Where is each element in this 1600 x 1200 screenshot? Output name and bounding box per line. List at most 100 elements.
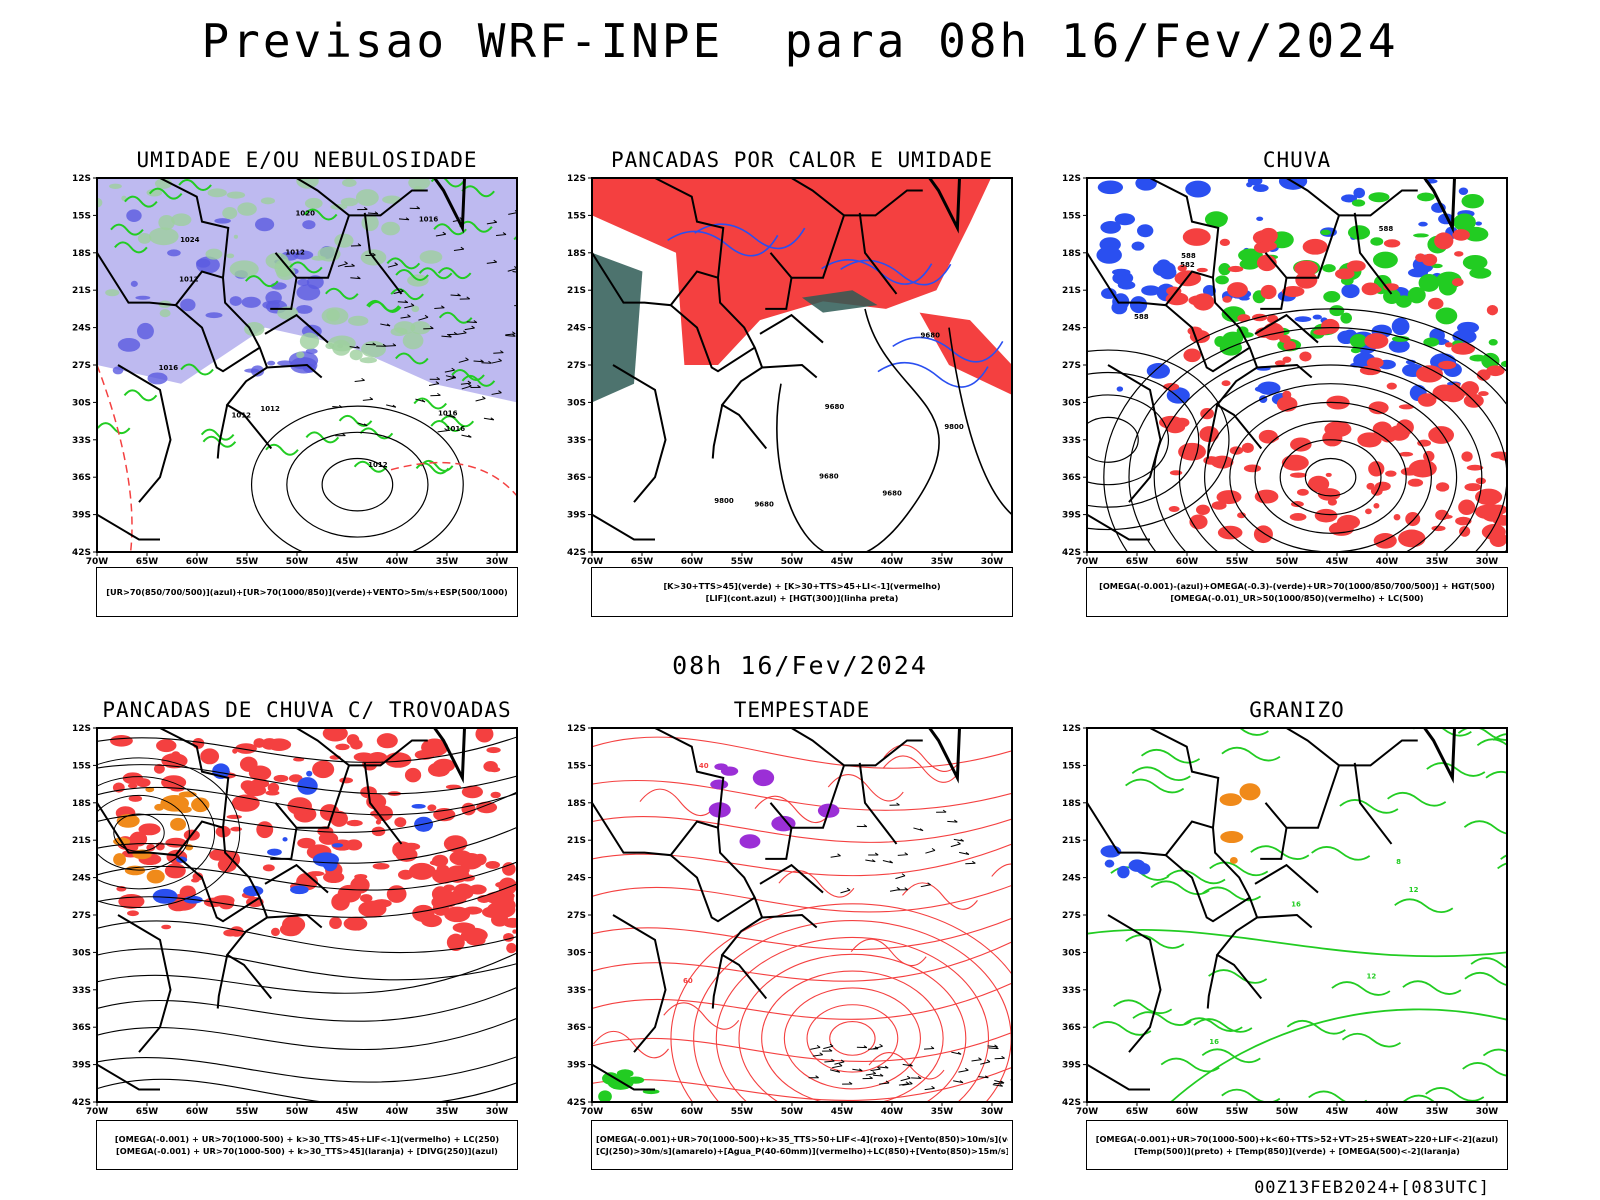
field-cell xyxy=(164,863,186,879)
field-cell xyxy=(1373,503,1380,509)
temperature-850-contour xyxy=(1208,969,1268,984)
field-cell xyxy=(476,801,498,814)
streamline xyxy=(592,816,1012,843)
humidity-contour xyxy=(461,374,496,387)
wind-vector-head xyxy=(374,211,379,215)
field-cell xyxy=(205,248,223,260)
field-cell xyxy=(1385,470,1397,477)
wind-vector xyxy=(367,212,378,215)
temperature-850-contour xyxy=(1201,1048,1261,1064)
lat-tick-label: 27S xyxy=(72,911,91,921)
field-cell xyxy=(421,738,449,757)
field-cell xyxy=(1163,382,1180,391)
field-cell xyxy=(196,258,211,268)
field-cell xyxy=(1239,783,1261,801)
wind-vector-head xyxy=(467,434,472,438)
precipitable-water-contour xyxy=(639,788,716,816)
field-cell xyxy=(1219,238,1230,247)
lat-tick-label: 33S xyxy=(72,436,91,446)
legend-line: [OMEGA(-0.01)_UR>50(1000/850)(vermelho) … xyxy=(1170,593,1424,603)
wind-vector-head xyxy=(442,231,447,235)
contour-label: 588 xyxy=(1379,225,1394,233)
streamline xyxy=(97,764,517,795)
border-line xyxy=(670,304,756,373)
wind-vector-head xyxy=(437,392,441,396)
humidity-contour xyxy=(451,369,485,382)
field-cell xyxy=(126,209,142,222)
wind-vector-head xyxy=(512,333,516,337)
lon-tick-label: 30W xyxy=(1476,1107,1499,1117)
field-cell xyxy=(207,188,227,198)
lon-tick-label: 30W xyxy=(1476,557,1499,567)
field-cell xyxy=(307,871,325,877)
temperature-850-contour xyxy=(1131,766,1191,781)
field-cell xyxy=(205,312,223,319)
wind-vector xyxy=(872,1045,883,1050)
border-line xyxy=(1107,914,1162,1053)
wind-vector-head xyxy=(836,1069,841,1073)
border-line xyxy=(363,762,403,845)
contour-label: 60 xyxy=(683,977,693,985)
lon-tick-label: 60W xyxy=(1176,1107,1199,1117)
field-cell xyxy=(486,747,501,754)
wind-vector xyxy=(824,1060,835,1063)
field-cell xyxy=(1466,464,1484,471)
wind-vector-head xyxy=(815,1075,819,1079)
border-line xyxy=(175,304,261,373)
field-cell xyxy=(466,934,486,946)
field-cell xyxy=(1374,259,1391,267)
field-cell xyxy=(1398,451,1414,457)
temperature-850-contour xyxy=(1500,854,1507,860)
lat-tick-label: 42S xyxy=(72,548,91,558)
wind-vector xyxy=(920,884,931,888)
field-cell xyxy=(1481,352,1500,369)
temperature-850-contour xyxy=(1125,778,1185,794)
field-cell xyxy=(1478,391,1489,397)
temperature-850-contour xyxy=(1286,1019,1346,1035)
map-panel-umidade: 1012 1016 1016 1016 1012 1012 1020 1024 1016 1012… xyxy=(72,174,518,567)
streamline xyxy=(97,861,517,891)
lat-tick-label: 27S xyxy=(567,361,586,371)
border-line xyxy=(612,364,667,503)
field-cell xyxy=(1227,282,1248,298)
lat-tick-label: 42S xyxy=(567,548,586,558)
field-cell xyxy=(293,250,314,260)
wind-vector xyxy=(453,248,464,252)
field-cell xyxy=(146,188,163,197)
wind-vector-head xyxy=(344,261,348,264)
lon-tick-label: 50W xyxy=(781,1107,804,1117)
lat-tick-label: 30S xyxy=(1062,398,1081,408)
humidity-contour xyxy=(437,267,472,280)
border-line xyxy=(765,277,793,310)
contour-line xyxy=(1279,439,1382,516)
wind-vector xyxy=(491,360,502,364)
forecast-time-caption: 08h 16/Fev/2024 xyxy=(672,651,928,680)
field-cell xyxy=(1218,263,1231,276)
lon-tick-label: 35W xyxy=(436,557,459,567)
lat-tick-label: 12S xyxy=(1062,724,1081,734)
field-cell xyxy=(233,234,238,239)
contour-line xyxy=(1087,349,1230,531)
streamline xyxy=(592,884,1012,913)
wind-vector xyxy=(923,1048,935,1050)
field-cell xyxy=(1405,359,1416,365)
wind-vector xyxy=(951,1051,962,1055)
lat-tick-label: 33S xyxy=(567,986,586,996)
lon-tick-label: 65W xyxy=(631,1107,654,1117)
field-cell xyxy=(1416,192,1435,202)
field-cell xyxy=(1486,305,1499,316)
field-cell xyxy=(739,834,761,849)
temperature-850-contour xyxy=(1387,791,1447,807)
wind-vector-head xyxy=(342,433,346,436)
legend-line: [OMEGA(-0.001)+UR>70(1000-500)+k<60+TTS>… xyxy=(1095,1134,1499,1144)
wind-vector-head xyxy=(410,303,415,306)
temperature-850-contour xyxy=(1221,746,1281,762)
wind-vector-head xyxy=(465,357,469,361)
wind-vector xyxy=(988,1047,999,1050)
wind-vector-head xyxy=(416,206,421,210)
temperature-850-contour xyxy=(1209,861,1269,877)
contour-line xyxy=(250,405,464,552)
wind-vector-head xyxy=(879,1043,883,1047)
border-line xyxy=(1260,277,1288,310)
field-cell xyxy=(1451,278,1464,287)
